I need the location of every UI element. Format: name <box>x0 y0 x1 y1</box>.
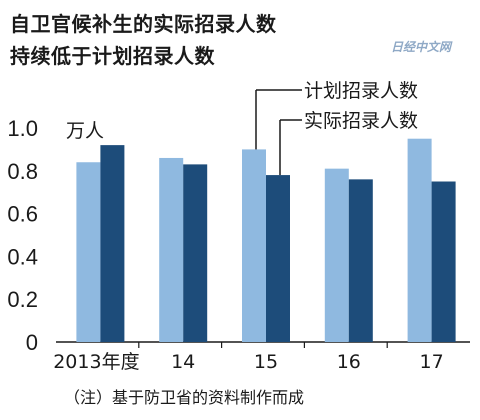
bar-planned <box>76 162 101 342</box>
x-tick-label: 16 <box>337 351 361 373</box>
x-tick-label: 17 <box>420 351 444 373</box>
source-note: （注）基于防卫省的资料制作而成 <box>64 388 305 407</box>
bar-actual <box>100 145 125 342</box>
bar-actual <box>183 164 208 342</box>
y-tick-label: 0.2 <box>7 287 38 312</box>
y-tick-label: 0 <box>26 330 38 355</box>
y-tick-label: 0.4 <box>7 244 38 269</box>
x-tick-label: 15 <box>254 351 278 373</box>
bar-actual <box>348 179 373 342</box>
bar-planned <box>324 168 349 342</box>
y-tick-label: 0.6 <box>7 202 38 227</box>
chart-title-line-1: 自卫官候补生的实际招录人数 <box>10 12 277 36</box>
x-tick-label: 2013年度 <box>53 351 139 373</box>
bar-planned <box>159 157 184 342</box>
legend-label-actual: 实际招录人数 <box>304 110 418 132</box>
chart-title-line-2: 持续低于计划招录人数 <box>10 44 215 68</box>
y-unit-label: 万人 <box>66 120 104 142</box>
bar-planned <box>242 149 266 342</box>
y-tick-label: 0.8 <box>7 159 38 184</box>
bar-actual <box>266 175 290 342</box>
watermark-logo: 日经中文网 <box>391 40 452 54</box>
bar-actual <box>431 181 456 342</box>
bar-planned <box>407 138 432 342</box>
x-tick-label: 14 <box>171 351 195 373</box>
y-tick-label: 1.0 <box>7 116 38 141</box>
legend-label-planned: 计划招录人数 <box>304 80 418 102</box>
